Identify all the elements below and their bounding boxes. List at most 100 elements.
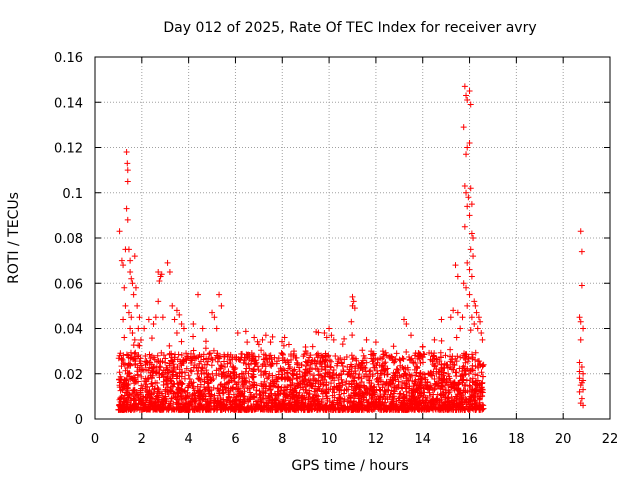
data-point xyxy=(322,350,329,357)
data-point xyxy=(580,370,587,377)
data-point xyxy=(350,397,357,404)
data-point xyxy=(208,393,215,400)
data-point xyxy=(468,230,475,237)
data-point xyxy=(293,375,300,382)
data-point xyxy=(176,379,183,386)
data-point xyxy=(438,337,445,344)
data-point xyxy=(431,386,438,393)
data-point xyxy=(269,376,276,383)
data-point xyxy=(368,388,375,395)
data-point xyxy=(147,355,154,362)
data-point xyxy=(427,356,434,363)
data-point xyxy=(132,361,139,368)
data-point xyxy=(351,390,358,397)
data-point xyxy=(279,374,286,381)
data-point xyxy=(120,381,127,388)
data-point xyxy=(433,370,440,377)
data-point xyxy=(225,368,232,375)
data-point xyxy=(450,361,457,368)
data-point xyxy=(187,350,194,357)
data-point xyxy=(117,387,124,394)
data-point xyxy=(305,403,312,410)
data-point xyxy=(335,356,342,363)
data-point xyxy=(466,382,473,389)
data-point xyxy=(338,386,345,393)
data-point xyxy=(469,362,476,369)
data-point xyxy=(190,347,197,354)
data-point xyxy=(174,388,181,395)
data-point xyxy=(451,380,458,387)
data-point xyxy=(151,363,158,370)
x-tick-label: 8 xyxy=(278,432,286,447)
data-point xyxy=(178,320,185,327)
data-point xyxy=(250,368,257,375)
data-point xyxy=(260,392,267,399)
data-point xyxy=(247,383,254,390)
data-point xyxy=(267,352,274,359)
data-point xyxy=(142,394,149,401)
data-point xyxy=(445,370,452,377)
data-point xyxy=(185,372,192,379)
data-point xyxy=(196,374,203,381)
data-point xyxy=(434,382,441,389)
data-point xyxy=(577,382,584,389)
data-point xyxy=(307,352,314,359)
data-point xyxy=(302,348,309,355)
data-point xyxy=(396,390,403,397)
data-point xyxy=(375,379,382,386)
data-point xyxy=(361,355,368,362)
data-point xyxy=(367,367,374,374)
data-point xyxy=(178,403,185,410)
data-point xyxy=(296,380,303,387)
data-point xyxy=(580,402,587,409)
data-point xyxy=(171,316,178,323)
data-point xyxy=(480,402,487,409)
data-point xyxy=(388,399,395,406)
data-point xyxy=(472,371,479,378)
data-point xyxy=(225,394,232,401)
data-point xyxy=(311,405,318,412)
data-point xyxy=(165,406,172,413)
data-point xyxy=(172,369,179,376)
data-point xyxy=(258,347,265,354)
data-point xyxy=(452,355,459,362)
data-point xyxy=(141,378,148,385)
data-point xyxy=(479,379,486,386)
data-point xyxy=(286,400,293,407)
data-point xyxy=(576,314,583,321)
data-point xyxy=(169,302,176,309)
data-point xyxy=(169,368,176,375)
data-point xyxy=(155,396,162,403)
data-point xyxy=(185,406,192,413)
data-point xyxy=(350,389,357,396)
x-tick-labels: 0 2 4 6 8 10 12 14 16 18 20 22 xyxy=(91,432,618,447)
data-point xyxy=(131,387,138,394)
data-point xyxy=(303,363,310,370)
data-point xyxy=(280,342,287,349)
data-point xyxy=(421,405,428,412)
data-point xyxy=(269,397,276,404)
data-point xyxy=(125,309,132,316)
data-point xyxy=(267,387,274,394)
data-point xyxy=(431,336,438,343)
data-point xyxy=(420,385,427,392)
data-point xyxy=(240,398,247,405)
data-point xyxy=(294,371,301,378)
data-point xyxy=(454,309,461,316)
data-point xyxy=(140,405,147,412)
data-point xyxy=(194,383,201,390)
data-point xyxy=(119,404,126,411)
data-point xyxy=(309,343,316,350)
data-point xyxy=(307,361,314,368)
data-point xyxy=(416,396,423,403)
data-point xyxy=(372,396,379,403)
data-point xyxy=(332,353,339,360)
data-point xyxy=(240,359,247,366)
data-point xyxy=(225,379,232,386)
data-point xyxy=(381,403,388,410)
data-point xyxy=(235,379,242,386)
data-point xyxy=(146,351,153,358)
data-point xyxy=(369,358,376,365)
data-point xyxy=(207,399,214,406)
data-point xyxy=(235,373,242,380)
